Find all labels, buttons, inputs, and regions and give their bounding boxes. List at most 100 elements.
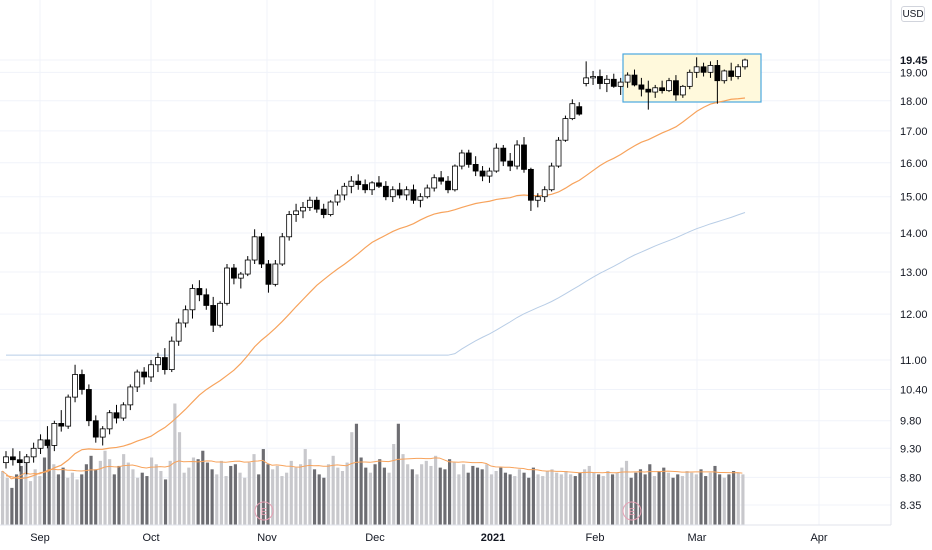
volume-bar xyxy=(629,477,633,525)
candle-body xyxy=(161,357,168,371)
candle-body xyxy=(458,152,465,167)
volume-bar xyxy=(448,459,452,525)
x-tick-label: Oct xyxy=(142,532,159,544)
x-tick-label: Apr xyxy=(810,532,827,544)
earnings-marker-2[interactable]: E xyxy=(622,501,642,521)
volume-bar xyxy=(131,469,135,525)
y-tick-label: 12.00 xyxy=(900,309,928,321)
volume-bar xyxy=(485,464,489,525)
volume-bar xyxy=(266,464,270,525)
volume-bar xyxy=(28,481,33,525)
volume-bar xyxy=(98,460,102,525)
candle-body xyxy=(659,87,666,92)
volume-bar xyxy=(336,467,340,525)
volume-bar xyxy=(690,472,694,525)
volume-bar xyxy=(545,471,549,525)
volume-bar xyxy=(704,476,708,525)
candle-body xyxy=(417,196,424,201)
volume-bar xyxy=(624,460,629,525)
volume-bar xyxy=(531,467,535,525)
volume-bar xyxy=(694,474,698,525)
volume-bar xyxy=(606,471,610,525)
volume-bar xyxy=(122,454,126,525)
candle-body xyxy=(403,189,410,196)
candle-body xyxy=(624,74,631,83)
volume-bar xyxy=(340,471,345,525)
candle-body xyxy=(51,423,58,446)
y-tick-label: 18.00 xyxy=(900,96,928,108)
volume-bar xyxy=(657,471,661,525)
volume-bar xyxy=(89,455,93,525)
y-tick-label: 9.80 xyxy=(900,416,921,428)
price-axis[interactable]: 8.35 8.80 9.30 9.80 10.40 11.00 12.00 13.00 14.0… xyxy=(900,55,928,512)
candle-body xyxy=(486,170,493,177)
earnings-marker-label: E xyxy=(629,507,636,518)
candle-body xyxy=(251,236,258,261)
volume-bar xyxy=(322,477,326,525)
candle-body xyxy=(306,199,313,208)
volume-bar xyxy=(303,449,307,525)
candle-body xyxy=(389,189,396,198)
volume-bar xyxy=(559,474,563,525)
volume-bar xyxy=(610,474,615,525)
volume-bar xyxy=(583,469,587,525)
volume-bar xyxy=(247,462,251,525)
candle-body xyxy=(134,371,141,388)
candle-body xyxy=(479,170,486,177)
candle-body xyxy=(141,371,148,378)
currency-button[interactable]: USD xyxy=(901,6,925,22)
volume-bar xyxy=(126,462,130,525)
volume-bar xyxy=(354,423,359,525)
candle-body xyxy=(210,305,217,326)
volume-bar xyxy=(718,474,722,525)
volume-bar xyxy=(564,471,568,525)
time-axis[interactable]: Sep Oct Nov Dec 2021 Feb Mar Apr xyxy=(30,532,828,544)
candle-body xyxy=(237,273,244,279)
candle-body xyxy=(113,412,120,419)
candle-body xyxy=(348,180,355,187)
candle-body xyxy=(231,267,237,279)
candle-body xyxy=(85,389,92,422)
long-moving-average-line xyxy=(6,212,746,356)
volume-bar xyxy=(722,477,726,525)
volume-bar xyxy=(736,472,740,525)
volume-bar xyxy=(80,474,84,525)
candle-body xyxy=(148,364,154,378)
y-tick-label: 17.00 xyxy=(900,126,928,138)
volume-bar xyxy=(299,464,303,525)
y-tick-label: 15.00 xyxy=(900,192,928,204)
volume-bar xyxy=(522,472,526,525)
volume-bar xyxy=(38,476,42,525)
candle-body xyxy=(16,459,23,464)
volume-bar xyxy=(615,472,619,525)
volume-bar xyxy=(452,462,456,525)
candle-body xyxy=(666,80,672,92)
volume-bar xyxy=(52,464,56,525)
candle-body xyxy=(99,428,106,438)
volume-bar xyxy=(373,464,377,525)
volume-bar xyxy=(163,479,168,525)
volume-bar xyxy=(457,474,461,525)
volume-bar xyxy=(350,432,354,525)
candle-body xyxy=(700,66,707,73)
volume-bar xyxy=(406,464,410,525)
volume-bar xyxy=(19,465,23,525)
volume-bar xyxy=(494,471,498,525)
volume-bar xyxy=(555,472,559,525)
candle-body xyxy=(431,177,438,189)
earnings-marker-1[interactable]: E xyxy=(254,501,274,521)
volume-bar xyxy=(489,474,494,525)
volume-bar xyxy=(671,477,675,525)
volume-bar xyxy=(410,469,414,525)
volume-bar xyxy=(24,460,28,525)
candle-body xyxy=(493,147,500,172)
candle-body xyxy=(92,420,99,438)
volume-bar xyxy=(201,450,205,525)
candle-body xyxy=(217,302,224,326)
short-moving-average-line xyxy=(5,97,746,480)
candle-body xyxy=(155,357,161,366)
volume-bar xyxy=(578,472,582,525)
volume-bar xyxy=(499,467,503,525)
volume-bar xyxy=(168,460,172,525)
